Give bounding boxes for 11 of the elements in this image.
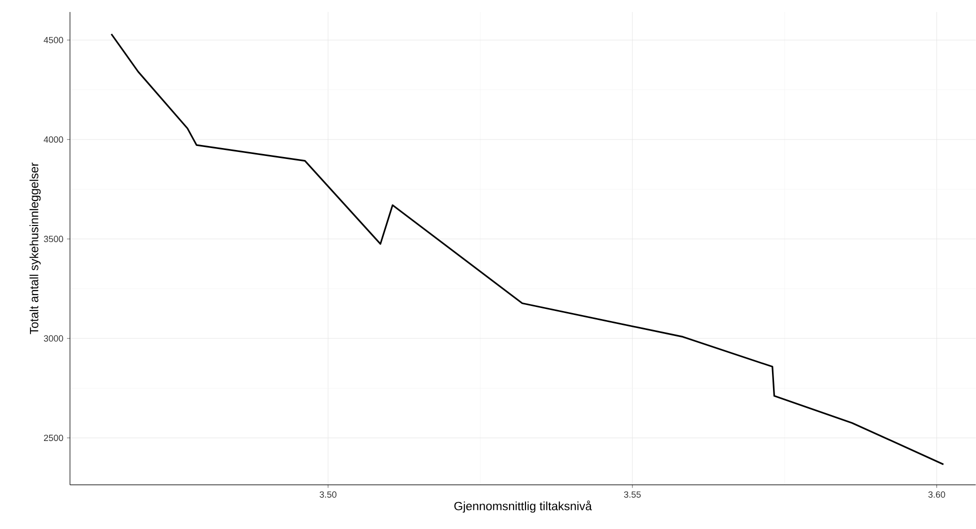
x-tick-label: 3.60: [928, 491, 946, 498]
line-series: [110, 33, 944, 466]
y-tick-label: 2500: [44, 434, 64, 442]
y-axis-title: Totalt antall sykehusinnleggelser: [30, 162, 41, 334]
x-tick-label: 3.55: [624, 491, 641, 498]
y-tick-label: 3000: [44, 335, 64, 342]
x-tick-label: 3.50: [320, 491, 336, 498]
y-tick-label: 3500: [44, 236, 64, 242]
x-axis-title: Gjennomsnittlig tiltaksnivå: [454, 500, 592, 513]
y-tick-label: 4500: [44, 36, 64, 44]
y-tick-label: 4000: [44, 136, 64, 143]
